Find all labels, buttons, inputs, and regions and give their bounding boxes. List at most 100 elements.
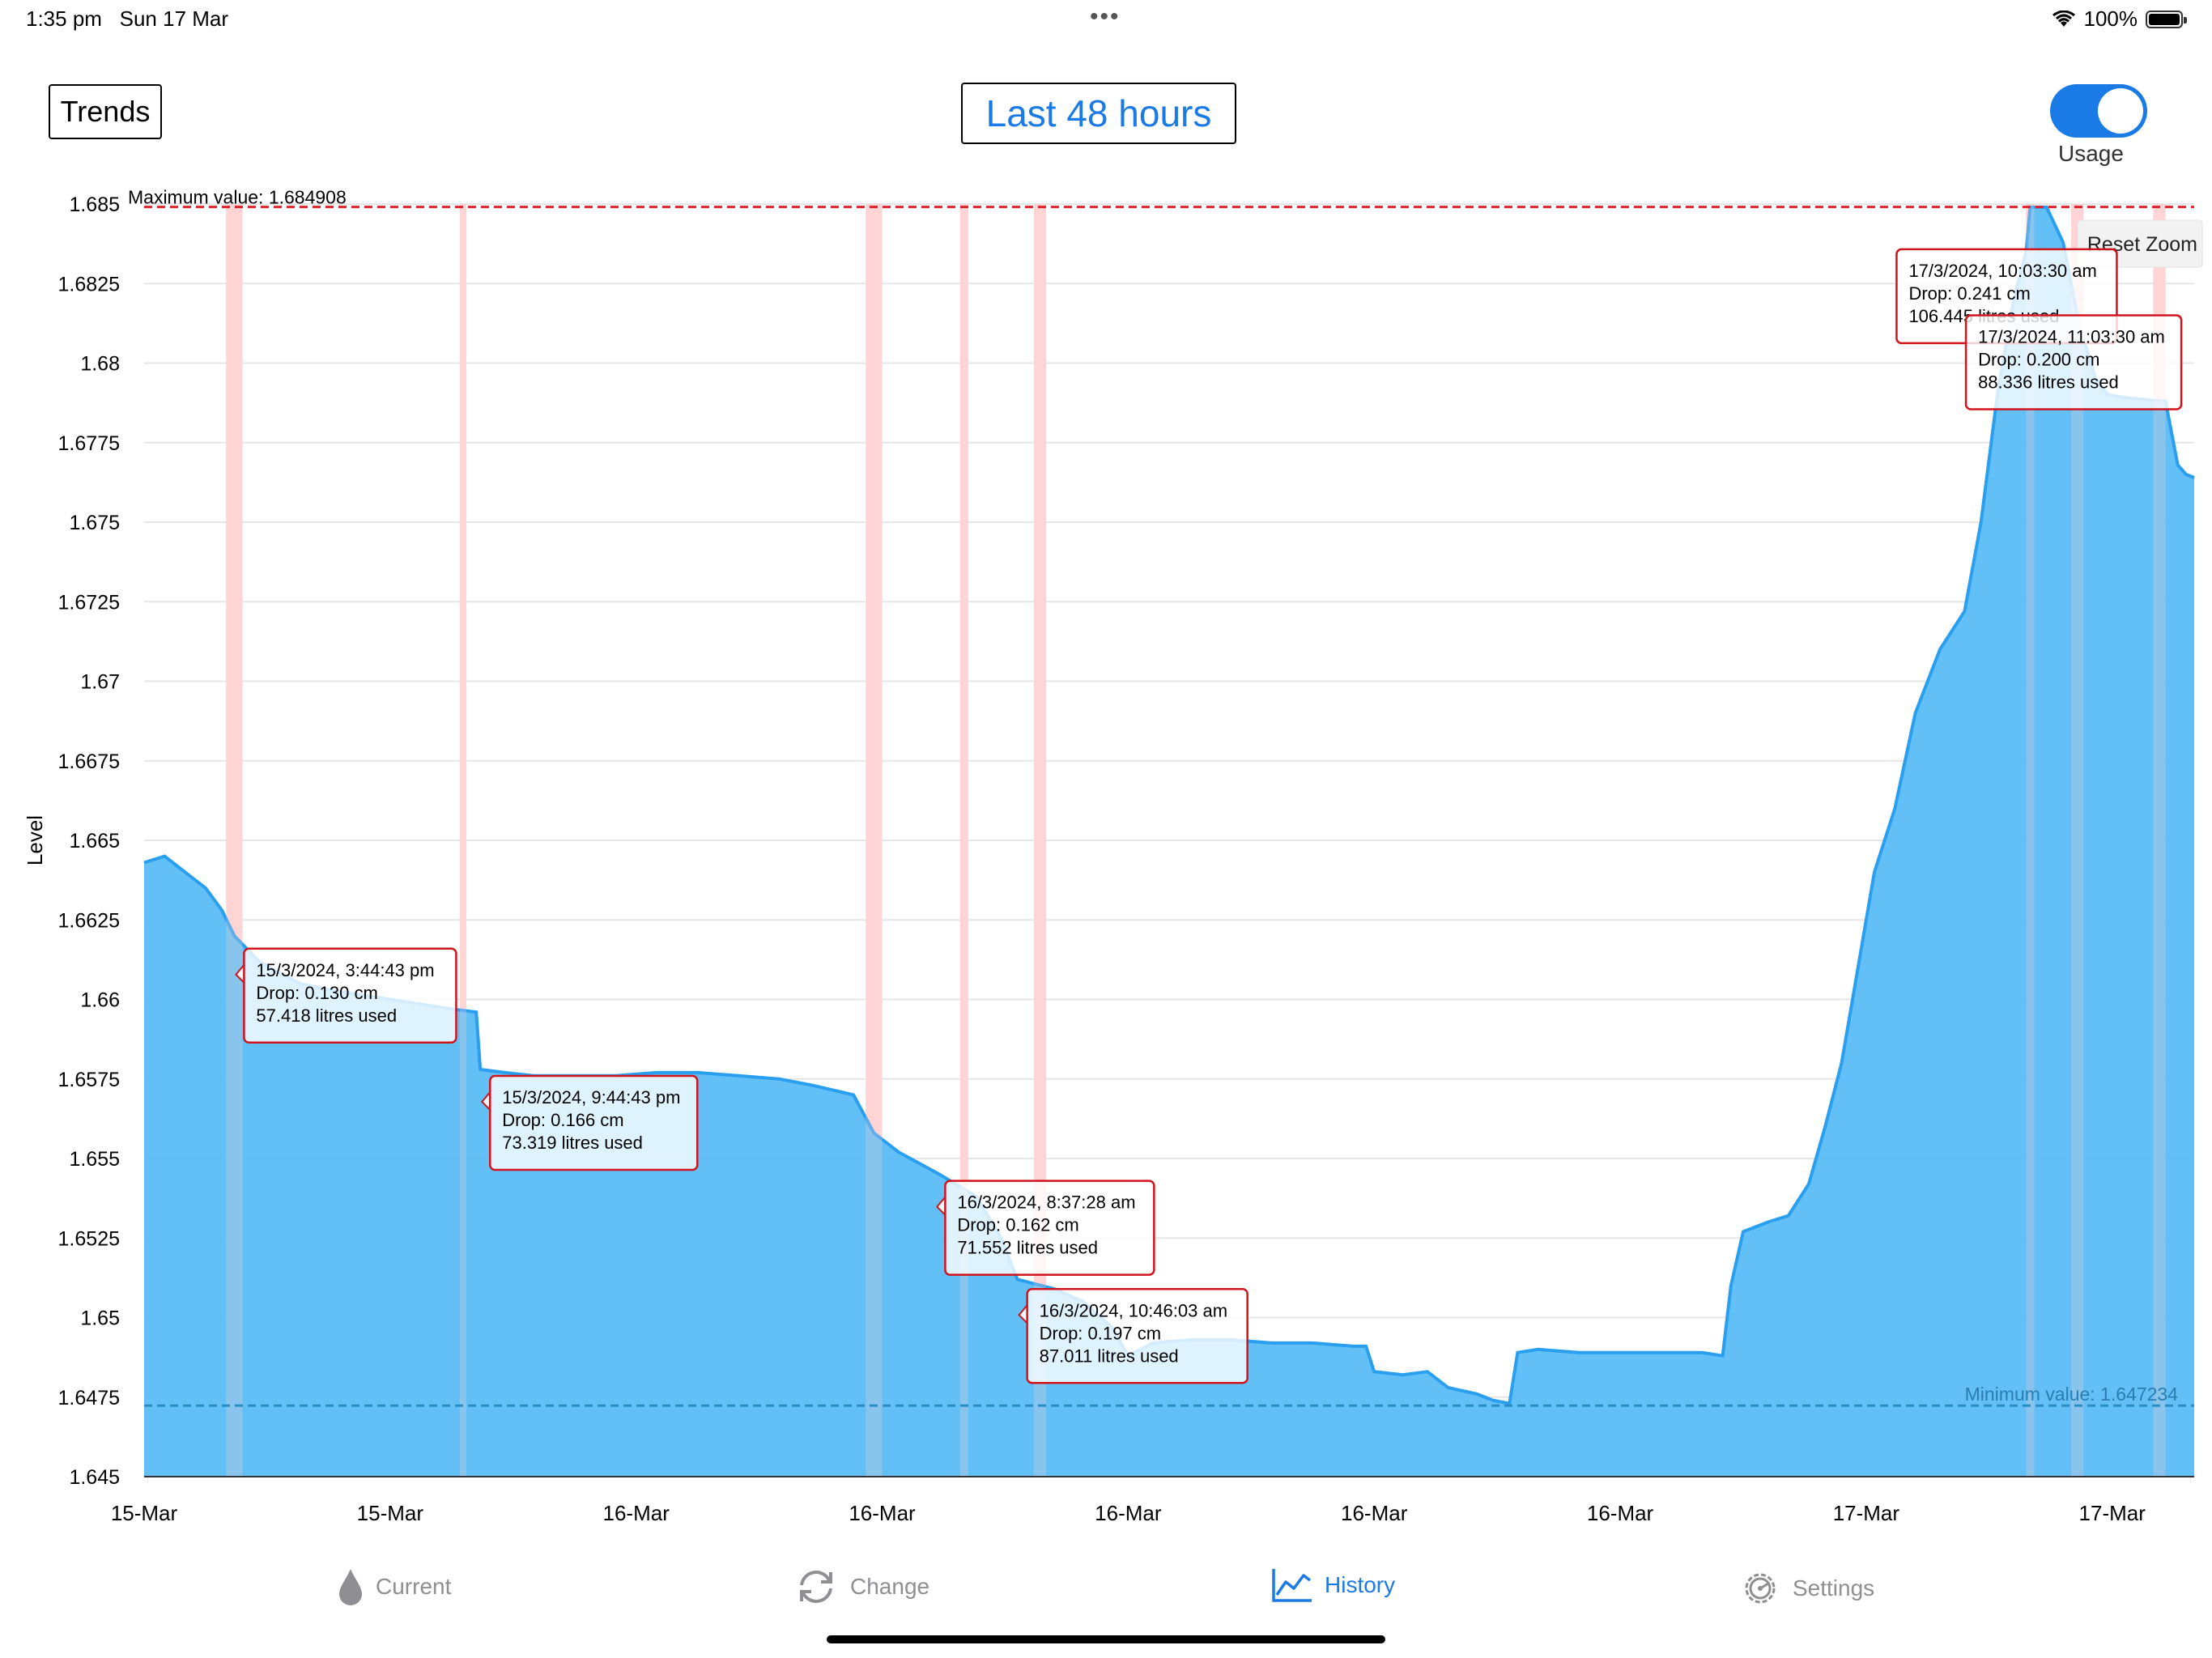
x-tick-label: 15-Mar [357, 1501, 424, 1522]
tab-history[interactable]: History [1271, 1567, 1395, 1603]
battery-percent: 100% [2083, 6, 2138, 31]
usage-tooltip: 17/3/2024, 11:03:30 am Drop: 0.200 cm88.3… [1964, 314, 2183, 410]
tooltip-pointer [480, 1091, 491, 1111]
y-tick-label: 1.65 [80, 1307, 120, 1330]
y-tick-label: 1.655 [69, 1148, 120, 1171]
usage-tooltip: 15/3/2024, 9:44:43 pm Drop: 0.166 cm 73.31… [480, 1074, 699, 1171]
tooltip-line: Drop: 0.166 cm [502, 1110, 623, 1130]
refresh-icon [800, 1571, 832, 1603]
max-value-label: Maximum value: 1.684908 [128, 187, 347, 208]
tooltip-box [243, 947, 457, 1044]
tooltip-pointer [935, 1197, 946, 1216]
tooltip-line: 73.319 litres used [502, 1133, 643, 1153]
usage-toggle[interactable] [2050, 84, 2147, 138]
y-tick-label: 1.6725 [58, 591, 120, 614]
x-tick-label: 17-Mar [2079, 1501, 2146, 1522]
tab-current-label: Current [376, 1574, 452, 1599]
tooltip-line: 17/3/2024, 11:03:30 am [1978, 327, 2165, 347]
trends-button[interactable]: Trends [49, 84, 162, 139]
status-time: 1:35 pm Sun 17 Mar [26, 6, 228, 32]
tab-settings[interactable]: Settings [1739, 1567, 1874, 1609]
tooltip-line: Drop: 0.197 cm [1040, 1323, 1161, 1343]
y-tick-label: 1.645 [69, 1466, 120, 1489]
level-line [143, 205, 2195, 1405]
min-value-label: Minimum value: 1.647234 [1965, 1384, 2179, 1405]
y-tick-label: 1.6575 [58, 1069, 120, 1091]
y-tick-label: 1.675 [69, 512, 120, 534]
level-history-chart[interactable]: 1.685 1.6825 1.68 1.6775 1.675 1.6725 1.67 1.66… [0, 178, 2212, 1522]
usage-band-overlay [459, 204, 466, 1477]
tooltip-line: 15/3/2024, 9:44:43 pm [502, 1087, 680, 1107]
x-tick-label: 16-Mar [1341, 1501, 1408, 1522]
usage-band-overlay [866, 204, 883, 1477]
y-tick-label: 1.6525 [58, 1227, 120, 1250]
home-indicator[interactable] [827, 1635, 1385, 1643]
level-area [144, 206, 2194, 1477]
usage-band-overlay [2026, 204, 2035, 1477]
usage-tooltip: 15/3/2024, 3:44:43 pm Drop: 0.130 cm57.41… [235, 947, 457, 1044]
usage-tooltip: 16/3/2024, 10:46:03 am Drop: 0.197 cm 87.0… [1018, 1288, 1249, 1384]
tooltip-line: Drop: 0.200 cm [1978, 350, 2099, 370]
tooltip-line: 16/3/2024, 8:37:28 am [957, 1192, 1135, 1213]
battery-icon [2146, 10, 2187, 28]
tooltip-pointer [235, 964, 245, 984]
tooltip-line: 57.418 litres used [256, 1005, 397, 1026]
x-tick-label: 16-Mar [849, 1501, 916, 1522]
x-tick-label: 16-Mar [1587, 1501, 1654, 1522]
drop-icon [339, 1569, 362, 1605]
tooltip-box [1964, 314, 2183, 410]
y-tick-label: 1.68 [80, 353, 120, 376]
usage-band-overlay [1033, 204, 1047, 1477]
tooltip-box [488, 1074, 699, 1171]
multitasking-dots-icon[interactable]: ••• [1090, 3, 1121, 30]
tooltip-line: Drop: 0.241 cm [1908, 283, 2030, 304]
toggle-knob [2098, 88, 2143, 134]
tooltip-line: 16/3/2024, 10:46:03 am [1040, 1300, 1227, 1320]
tooltip-line: 71.552 litres used [957, 1238, 1098, 1258]
usage-band-overlay [959, 204, 968, 1477]
y-tick-label: 1.66 [80, 989, 120, 1012]
tab-settings-label: Settings [1793, 1575, 1875, 1601]
line-chart-icon [1272, 1569, 1312, 1602]
y-tick-label: 1.6475 [58, 1387, 120, 1409]
tab-history-label: History [1325, 1572, 1396, 1597]
y-tick-label: 1.685 [69, 193, 120, 216]
usage-band [459, 204, 466, 1477]
tab-change[interactable]: Change [793, 1567, 929, 1606]
x-tick-label: 16-Mar [1095, 1501, 1162, 1522]
x-tick-label: 16-Mar [603, 1501, 670, 1522]
x-tick-label: 15-Mar [111, 1501, 178, 1522]
y-tick-label: 1.665 [69, 830, 120, 852]
tooltip-line: 17/3/2024, 10:03:30 am [1908, 261, 2096, 281]
status-right: 100% [2052, 6, 2187, 32]
usage-band [959, 204, 968, 1477]
tooltip-line: Drop: 0.162 cm [957, 1215, 1078, 1235]
usage-toggle-label: Usage [2058, 141, 2124, 166]
usage-band-overlay [2153, 204, 2166, 1477]
clock-date: Sun 17 Mar [119, 6, 229, 31]
usage-band-overlay [2071, 204, 2084, 1477]
x-tick-label: 17-Mar [1833, 1501, 1900, 1522]
usage-band [1033, 204, 1047, 1477]
tooltip-pointer [1018, 1304, 1028, 1324]
tooltip-box [944, 1180, 1155, 1276]
usage-band-overlay [226, 204, 243, 1477]
y-tick-label: 1.6825 [58, 273, 120, 295]
y-tick-label: 1.67 [80, 671, 120, 694]
gear-icon [1745, 1573, 1776, 1604]
y-tick-label: 1.6625 [58, 909, 120, 932]
tab-change-label: Change [850, 1574, 930, 1599]
tooltip-box [1026, 1288, 1249, 1384]
time-range-button[interactable]: Last 48 hours [961, 83, 1236, 144]
tooltip-line: 15/3/2024, 3:44:43 pm [256, 960, 434, 980]
y-axis-title: Level [23, 815, 47, 865]
tooltip-line: 88.336 litres used [1978, 372, 2119, 393]
tooltip-line: Drop: 0.130 cm [256, 983, 377, 1003]
tooltip-line: 87.011 litres used [1040, 1346, 1179, 1366]
wifi-icon [2052, 10, 2075, 27]
clock-time: 1:35 pm [26, 6, 102, 31]
y-tick-label: 1.6775 [58, 432, 120, 455]
tab-current[interactable]: Current [337, 1567, 451, 1606]
y-tick-label: 1.6675 [58, 750, 120, 773]
